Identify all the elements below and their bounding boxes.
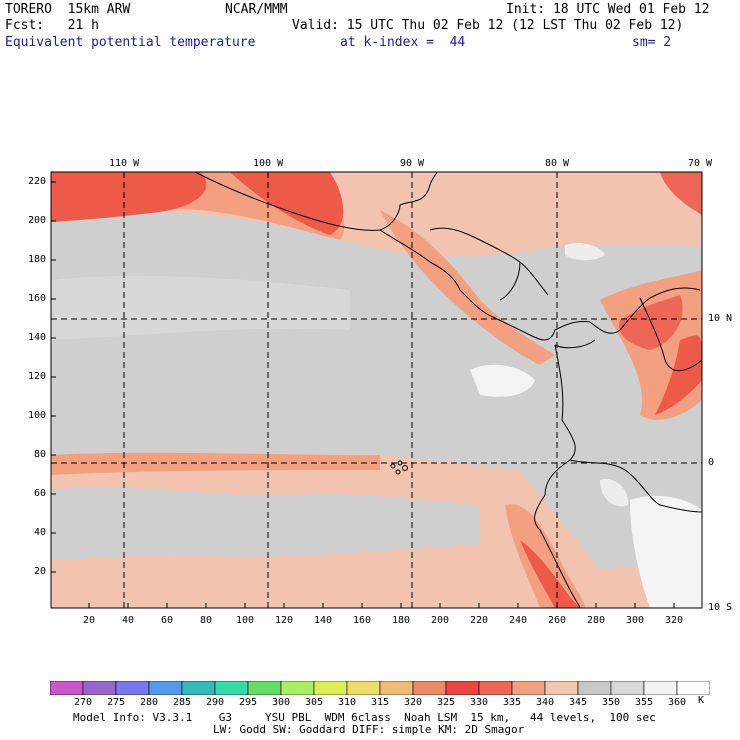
colorbar-label: 290 [206, 697, 225, 708]
colorbar-label: 285 [173, 697, 192, 708]
smoothing-info: sm= 2 [632, 35, 672, 50]
plot-frame [50, 171, 703, 609]
forecast-hour: Fcst: 21 h [5, 18, 99, 33]
x-tick-label: 20 [82, 615, 96, 626]
colorbar-swatch [379, 681, 414, 695]
colorbar-swatch [643, 681, 678, 695]
y-tick-label: 120 [27, 371, 46, 382]
x-tick-label: 240 [508, 615, 528, 626]
y-tick-label: 100 [27, 410, 46, 421]
theta-e-field [51, 172, 702, 608]
center-name: NCAR/MMM [225, 2, 288, 17]
lon-label: 90 W [399, 158, 425, 169]
colorbar-swatch [478, 681, 513, 695]
coastlines [194, 172, 702, 608]
lat-label: 10 S [708, 602, 733, 613]
colorbar-label: 280 [140, 697, 159, 708]
colorbar-swatch [610, 681, 645, 695]
physics-info: LW: Godd SW: Goddard DIFF: simple KM: 2D… [213, 723, 525, 736]
colorbar-swatch [50, 681, 84, 695]
colorbar-label: 305 [305, 697, 324, 708]
colorbar-label: 345 [569, 697, 588, 708]
y-tick-label: 180 [27, 254, 46, 265]
x-tick-label: 80 [199, 615, 213, 626]
model-info: Model Info: V3.3.1 G3 YSU PBL WDM 6class… [73, 711, 656, 724]
colorbar-label: 355 [635, 697, 654, 708]
y-tick-label: 220 [27, 176, 46, 187]
x-tick-label: 40 [121, 615, 135, 626]
init-time: Init: 18 UTC Wed 01 Feb 12 [506, 2, 710, 17]
x-tick-label: 160 [352, 615, 372, 626]
colorbar-swatch [247, 681, 282, 695]
colorbar-swatch [577, 681, 612, 695]
colorbar-swatch [313, 681, 348, 695]
colorbar-swatch [82, 681, 117, 695]
colorbar-swatch [115, 681, 150, 695]
colorbar-label: 295 [239, 697, 258, 708]
lon-label: 70 W [687, 158, 713, 169]
colorbar [50, 681, 710, 695]
galapagos-islands [390, 460, 408, 475]
colorbar-swatch [280, 681, 315, 695]
colorbar-unit: K [698, 695, 705, 706]
colorbar-swatch [412, 681, 447, 695]
lon-label: 110 W [109, 158, 140, 169]
colorbar-swatch [148, 681, 183, 695]
x-tick-label: 60 [160, 615, 174, 626]
x-tick-label: 120 [274, 615, 294, 626]
x-tick-label: 300 [625, 615, 645, 626]
lon-label: 100 W [253, 158, 284, 169]
y-tick-label: 20 [33, 566, 46, 577]
x-tick-label: 180 [391, 615, 411, 626]
colorbar-swatch [676, 681, 710, 695]
level-info: at k-index = 44 [340, 35, 466, 50]
colorbar-label: 325 [437, 697, 456, 708]
x-tick-label: 200 [430, 615, 450, 626]
x-tick-label: 140 [313, 615, 333, 626]
colorbar-label: 340 [536, 697, 555, 708]
colorbar-label: 335 [503, 697, 522, 708]
colorbar-label: 330 [470, 697, 489, 708]
colorbar-swatch [511, 681, 546, 695]
colorbar-swatch [544, 681, 579, 695]
x-tick-label: 320 [664, 615, 684, 626]
colorbar-swatch [346, 681, 381, 695]
lon-label: 80 W [544, 158, 570, 169]
valid-time: Valid: 15 UTC Thu 02 Feb 12 (12 LST Thu … [292, 18, 684, 33]
graticule [51, 172, 702, 608]
colorbar-swatch [445, 681, 480, 695]
colorbar-label: 275 [107, 697, 126, 708]
colorbar-label: 315 [371, 697, 390, 708]
lat-label: 0 [708, 457, 715, 468]
y-tick-label: 200 [27, 215, 46, 226]
y-tick-label: 40 [33, 527, 46, 538]
model-name: TORERO 15km ARW [5, 2, 131, 17]
y-tick-label: 140 [27, 332, 46, 343]
colorbar-swatch [181, 681, 216, 695]
colorbar-label: 270 [74, 697, 93, 708]
colorbar-label: 350 [602, 697, 621, 708]
x-tick-label: 280 [586, 615, 606, 626]
y-tick-label: 60 [33, 488, 46, 499]
colorbar-label: 320 [404, 697, 423, 708]
field-name: Equivalent potential temperature [5, 35, 256, 50]
x-tick-label: 220 [469, 615, 489, 626]
lat-label: 10 N [708, 313, 733, 324]
y-tick-label: 80 [33, 449, 46, 460]
colorbar-label: 360 [668, 697, 687, 708]
y-tick-label: 160 [27, 293, 46, 304]
x-tick-label: 260 [547, 615, 567, 626]
colorbar-label: 300 [272, 697, 291, 708]
map-plot [50, 171, 703, 609]
colorbar-label: 310 [338, 697, 357, 708]
x-tick-label: 100 [235, 615, 255, 626]
colorbar-swatch [214, 681, 249, 695]
tick-marks [51, 181, 675, 608]
